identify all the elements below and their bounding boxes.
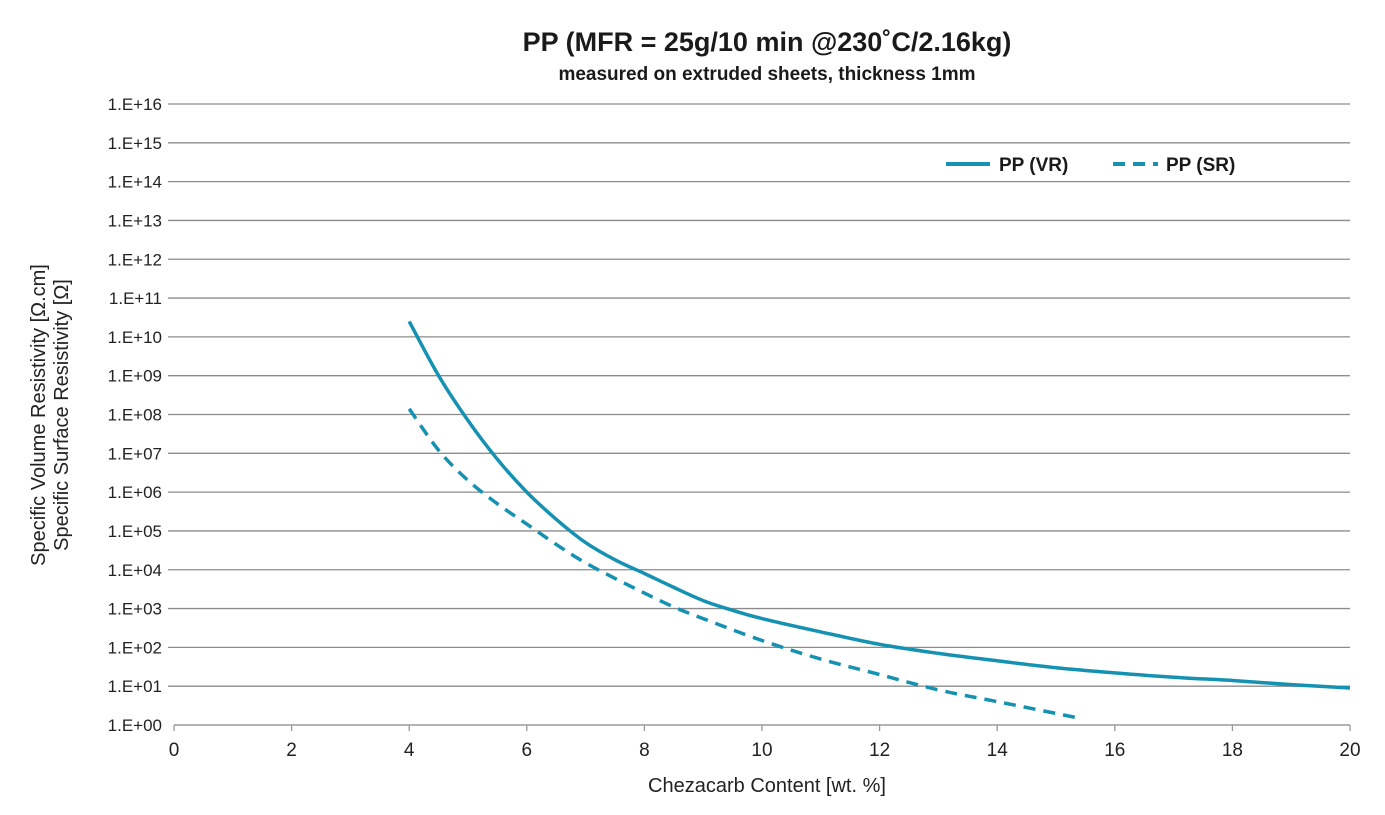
x-tick-label: 18	[1222, 740, 1243, 761]
series-layer	[407, 320, 1351, 720]
x-tick-label: 14	[987, 740, 1009, 761]
x-tick-label: 10	[751, 740, 772, 761]
y-tick-label: 1.E+01	[108, 677, 162, 696]
y-axis-label-volume: Specific Volume Resistivity [Ω.cm]	[28, 264, 50, 566]
chart-subtitle: measured on extruded sheets, thickness 1…	[558, 64, 975, 85]
x-tick-label: 0	[169, 740, 180, 761]
y-tick-label: 1.E+12	[108, 250, 162, 269]
x-tick-label: 2	[286, 740, 297, 761]
x-tick-label: 4	[404, 740, 415, 761]
legend-label-pp-sr: PP (SR)	[1166, 155, 1235, 176]
y-tick-label: 1.E+04	[108, 561, 162, 580]
y-tick-labels: 1.E+00 1.E+01 1.E+02 1.E+03 1.E+04 1.E+05 1.E+…	[108, 95, 162, 735]
series-line-pp-sr	[407, 407, 1080, 720]
x-tick-label: 12	[869, 740, 890, 761]
x-axis-label: Chezacarb Content [wt. %]	[648, 775, 886, 797]
legend-label-pp-vr: PP (VR)	[999, 155, 1068, 176]
y-tick-label: 1.E+02	[108, 638, 162, 657]
y-tick-label: 1.E+00	[108, 716, 162, 735]
y-tick-label: 1.E+11	[109, 289, 162, 308]
y-tick-label: 1.E+16	[108, 95, 162, 114]
grid-lines	[168, 103, 1350, 687]
y-tick-label: 1.E+10	[108, 328, 162, 347]
chart-title: PP (MFR = 25g/10 min @230˚C/2.16kg)	[523, 27, 1012, 57]
x-tick-labels: 0 2 4 6 8 10 12 14 16 18 20	[169, 725, 1361, 761]
y-tick-label: 1.E+09	[108, 367, 162, 386]
y-tick-label: 1.E+07	[108, 444, 162, 463]
y-tick-label: 1.E+05	[108, 522, 162, 541]
y-tick-label: 1.E+08	[108, 406, 162, 425]
y-axis-label-surface: Specific Surface Resistivity [Ω]	[51, 279, 73, 551]
x-tick-label: 6	[522, 740, 533, 761]
y-tick-label: 1.E+15	[108, 134, 162, 153]
x-tick-label: 8	[639, 740, 650, 761]
legend: PP (VR) PP (SR)	[946, 155, 1235, 176]
y-tick-label: 1.E+13	[108, 211, 162, 230]
y-tick-label: 1.E+06	[108, 483, 162, 502]
y-tick-label: 1.E+03	[108, 600, 162, 619]
series-line-pp-vr	[407, 320, 1351, 690]
y-tick-label: 1.E+14	[108, 173, 162, 192]
x-tick-label: 20	[1339, 740, 1360, 761]
x-tick-label: 16	[1104, 740, 1125, 761]
